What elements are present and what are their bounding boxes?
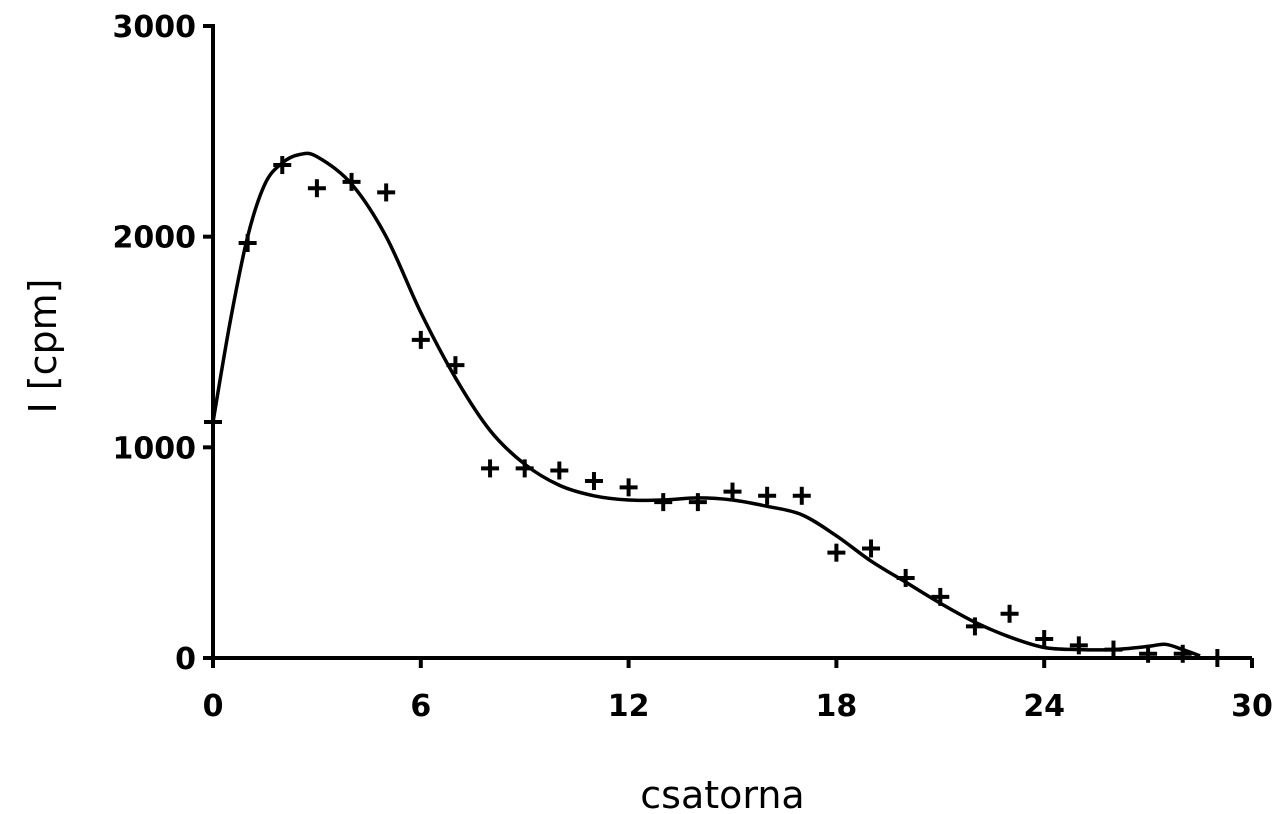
y-tick-label: 2000 xyxy=(113,221,197,256)
data-point-marker xyxy=(411,330,430,349)
y-tick-label: 0 xyxy=(175,642,196,677)
data-markers xyxy=(204,156,1227,667)
y-tick-label: 3000 xyxy=(113,10,197,45)
x-tick-label: 12 xyxy=(608,689,650,724)
y-tick-label: 1000 xyxy=(113,431,197,466)
data-point-marker xyxy=(723,482,742,501)
x-tick-label: 24 xyxy=(1023,689,1065,724)
data-point-marker xyxy=(307,179,326,198)
data-point-marker xyxy=(446,356,465,375)
data-point-marker xyxy=(1208,649,1227,667)
data-point-marker xyxy=(654,493,673,512)
data-point-marker xyxy=(688,493,707,512)
x-tick-label: 0 xyxy=(203,689,224,724)
x-tick-label: 30 xyxy=(1231,689,1273,724)
data-point-marker xyxy=(931,587,950,606)
data-point-marker xyxy=(515,459,534,478)
data-point-marker xyxy=(273,156,292,175)
data-point-marker xyxy=(584,472,603,491)
data-point-marker xyxy=(377,183,396,202)
data-point-marker xyxy=(619,478,638,497)
data-point-marker xyxy=(758,486,777,505)
data-point-marker xyxy=(204,413,222,432)
data-point-marker xyxy=(1069,636,1088,655)
x-axis-ticks: 0 6 12 18 24 30 xyxy=(203,658,1273,724)
data-point-marker xyxy=(238,233,257,252)
data-point-marker xyxy=(342,172,361,191)
fit-curves xyxy=(211,151,1201,658)
data-point-marker xyxy=(965,617,984,636)
x-tick-label: 6 xyxy=(410,689,431,724)
data-point-marker xyxy=(862,539,881,558)
data-point-marker xyxy=(550,461,569,480)
y-axis-ticks: 0 1000 2000 3000 xyxy=(113,10,213,677)
x-axis-title: csatorna xyxy=(640,773,804,814)
data-point-marker xyxy=(1104,640,1123,659)
axes xyxy=(211,24,1252,660)
data-point-marker xyxy=(1173,644,1192,663)
data-point-marker xyxy=(896,568,915,587)
data-point-marker xyxy=(1139,644,1158,663)
data-point-marker xyxy=(827,543,846,562)
x-tick-label: 18 xyxy=(816,689,858,724)
data-point-marker xyxy=(792,486,811,505)
fit-curve-line xyxy=(211,151,1201,658)
data-point-marker xyxy=(1035,630,1054,649)
data-point-marker xyxy=(481,459,500,478)
data-point-marker xyxy=(1000,604,1019,623)
y-axis-title: I [cpm] xyxy=(21,279,65,414)
